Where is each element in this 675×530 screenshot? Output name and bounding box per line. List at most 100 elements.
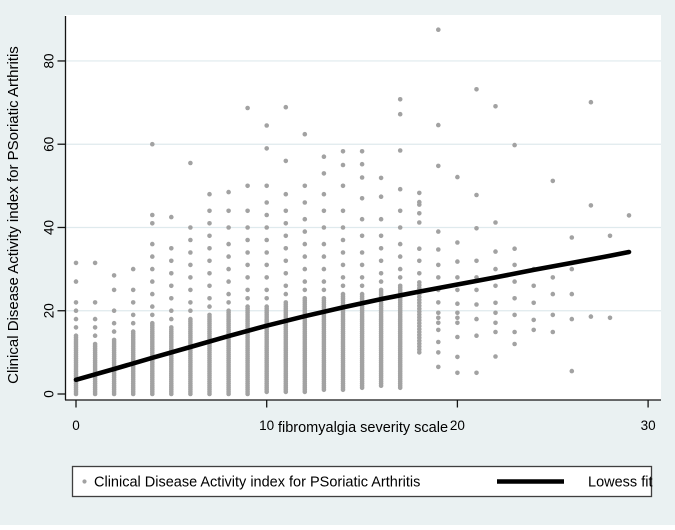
- lowess-path: [73, 249, 632, 383]
- data-point: [378, 271, 384, 276]
- data-point: [169, 325, 174, 330]
- data-point: [283, 233, 289, 239]
- data-point: [474, 370, 479, 376]
- data-point: [302, 296, 308, 301]
- data-point: [264, 296, 270, 301]
- data-point: [207, 208, 212, 214]
- y-tick-label: 40: [42, 220, 57, 235]
- legend-label-scatter: Clinical Disease Activity index for PSor…: [94, 475, 420, 491]
- y-tick-label: 0: [42, 390, 57, 398]
- data-point: [340, 225, 346, 230]
- data-point: [493, 320, 498, 326]
- data-point: [436, 300, 441, 305]
- data-point: [264, 262, 270, 268]
- data-point: [188, 250, 193, 255]
- data-point: [512, 279, 517, 284]
- data-point: [417, 271, 422, 276]
- data-point: [378, 246, 384, 251]
- data-point: [455, 275, 460, 280]
- data-point: [226, 279, 231, 284]
- data-point: [207, 304, 212, 309]
- data-point: [436, 350, 441, 355]
- data-point: [359, 275, 365, 280]
- data-point: [417, 280, 422, 285]
- data-point: [321, 171, 327, 176]
- data-point: [245, 262, 250, 268]
- data-point: [226, 266, 231, 272]
- data-point: [512, 341, 517, 347]
- data-point: [588, 314, 594, 319]
- data-point: [207, 246, 212, 251]
- data-point: [188, 237, 193, 243]
- data-point: [283, 246, 289, 251]
- data-point: [417, 190, 422, 196]
- data-point: [130, 320, 136, 326]
- data-point: [455, 287, 460, 293]
- data-point: [550, 275, 556, 280]
- data-point: [436, 163, 441, 169]
- data-point: [493, 310, 498, 316]
- data-point: [436, 275, 441, 280]
- data-point: [130, 300, 136, 305]
- data-point: [73, 316, 79, 322]
- data-point: [302, 279, 308, 284]
- data-point: [207, 271, 212, 276]
- data-point: [245, 105, 250, 111]
- data-point: [512, 329, 517, 335]
- data-point: [378, 194, 384, 199]
- data-point: [569, 316, 575, 322]
- data-point: [455, 320, 460, 326]
- data-point: [512, 246, 517, 251]
- data-point: [321, 191, 327, 197]
- data-point: [569, 266, 575, 272]
- data-point: [397, 186, 403, 192]
- data-point: [150, 141, 155, 147]
- data-point: [569, 368, 575, 374]
- data-point: [512, 262, 517, 268]
- data-point: [150, 221, 155, 226]
- data-point: [264, 123, 270, 128]
- legend-label-lowess: Lowess fit: [588, 475, 652, 491]
- data-point: [359, 250, 365, 255]
- data-point: [111, 273, 117, 278]
- data-point: [436, 247, 441, 252]
- data-point: [474, 87, 479, 92]
- lowess-line: [73, 249, 632, 383]
- data-point: [264, 250, 270, 255]
- data-point: [436, 122, 441, 128]
- data-point: [455, 240, 460, 245]
- data-point: [378, 258, 384, 264]
- data-point: [226, 291, 231, 297]
- data-point: [302, 254, 308, 259]
- scatter-points: [73, 27, 632, 397]
- data-point: [169, 258, 174, 264]
- data-point: [340, 250, 346, 255]
- data-point: [283, 208, 289, 214]
- y-tick-label: 20: [42, 303, 57, 318]
- data-point: [321, 266, 327, 272]
- axis-ticks: [57, 60, 649, 408]
- data-point: [207, 258, 212, 264]
- data-point: [493, 220, 498, 225]
- data-point: [359, 291, 365, 297]
- data-point: [397, 111, 403, 117]
- data-point: [340, 291, 346, 297]
- data-point: [550, 291, 556, 297]
- data-point: [436, 262, 441, 268]
- data-point: [359, 161, 365, 167]
- x-axis-title: fibromyalgia severity scale: [278, 420, 448, 436]
- data-point: [321, 241, 327, 247]
- data-point: [397, 148, 403, 153]
- y-axis-title: Clinical Disease Activity index for PSor…: [5, 46, 22, 384]
- data-point: [378, 279, 384, 284]
- data-point: [417, 220, 422, 225]
- data-point: [150, 312, 155, 318]
- data-point: [283, 221, 289, 226]
- data-point: [417, 199, 422, 205]
- data-point: [188, 275, 193, 280]
- data-point: [436, 339, 441, 345]
- data-point: [359, 175, 365, 180]
- data-point: [340, 262, 346, 268]
- data-point: [359, 149, 365, 154]
- data-point: [264, 237, 270, 243]
